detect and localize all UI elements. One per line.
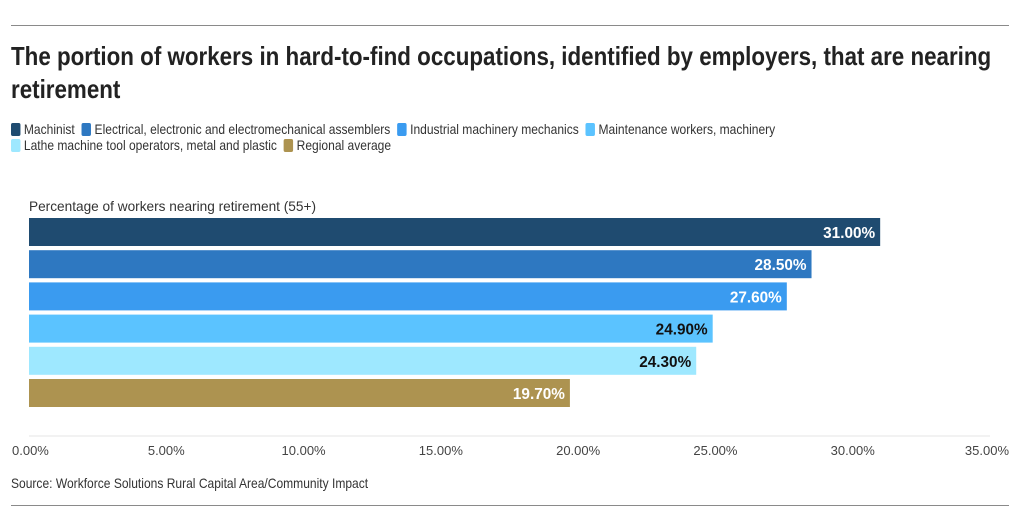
legend-swatch [397,122,407,136]
legend-swatch [11,138,21,152]
legend-swatch [283,138,294,152]
bar-value-label: 24.30% [639,354,691,371]
legend-swatch [11,122,21,136]
legend-row-2: Lathe machine tool operators, metal and … [11,137,1000,153]
legend-item-machinist[interactable]: Machinist [11,121,75,137]
x-tick-label: 15.00% [419,443,464,458]
bar-5[interactable] [29,379,570,407]
bar-2[interactable] [29,282,787,311]
bar-3[interactable] [29,314,713,343]
legend-row-1: Machinist Electrical, electronic and ele… [11,121,1000,137]
legend-label: Machinist [23,121,75,137]
bar-value-label: 24.90% [656,322,708,339]
top-rule [11,25,1009,26]
x-tick-label: 25.00% [693,443,738,458]
legend-item-regional-average[interactable]: Regional average [283,137,392,153]
source-note: Source: Workforce Solutions Rural Capita… [11,475,369,491]
x-axis-ticks: 0.00% 5.00% 10.00% 15.00% 20.00% 25.00% 30.00%… [12,443,1009,458]
bar-0[interactable] [29,218,881,246]
x-tick-label: 35.00% [965,443,1010,458]
legend-label: Electrical, electronic and electromechan… [94,121,391,137]
legend: Machinist Electrical, electronic and ele… [11,121,1000,153]
bar-labels-group: 31.00% 28.50% 27.60% 24.90% 24.30% 19.70% [513,225,875,403]
chart-title: The portion of workers in hard-to-find o… [11,41,992,104]
bar-1[interactable] [29,250,812,279]
x-tick-label: 20.00% [556,443,601,458]
x-tick-label: 30.00% [831,443,876,458]
legend-swatch [585,122,596,136]
x-tick-label: 10.00% [282,443,327,458]
legend-item-maintenance-workers[interactable]: Maintenance workers, machinery [585,121,776,137]
bar-chart: Percentage of workers nearing retirement… [12,198,1009,458]
legend-swatch [81,122,92,136]
bar-value-label: 19.70% [513,386,565,403]
bottom-rule [11,505,1009,506]
legend-item-electrical-assemblers[interactable]: Electrical, electronic and electromechan… [81,121,391,137]
legend-label: Lathe machine tool operators, metal and … [23,137,277,153]
legend-item-lathe-operators[interactable]: Lathe machine tool operators, metal and … [11,137,277,153]
bars-group [29,218,881,407]
bar-value-label: 27.60% [730,289,782,306]
legend-label: Industrial machinery mechanics [410,121,579,137]
legend-label: Regional average [296,137,392,153]
y-axis-label: Percentage of workers nearing retirement… [29,198,316,214]
bar-4[interactable] [29,346,697,375]
bar-value-label: 28.50% [755,257,807,274]
bar-value-label: 31.00% [823,225,875,242]
legend-item-industrial-machinery-mechanics[interactable]: Industrial machinery mechanics [397,121,579,137]
x-tick-label: 0.00% [12,443,49,458]
legend-label: Maintenance workers, machinery [598,121,776,137]
x-tick-label: 5.00% [148,443,185,458]
